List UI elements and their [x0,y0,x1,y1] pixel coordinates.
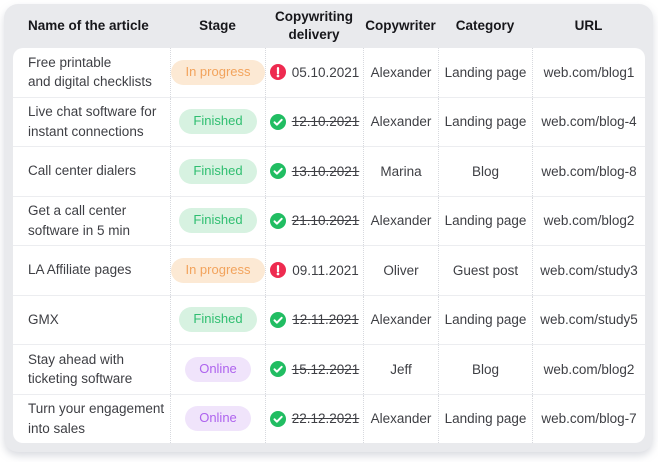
category-cell: Blog [438,345,532,394]
url-cell[interactable]: web.com/study5 [532,295,645,344]
stage-cell: Online [170,394,265,443]
table-row: Call center dialers Finished 13.10.2021 … [13,147,645,197]
table-row: LA Affiliate pages In progress 09.11.202… [13,246,645,296]
article-name-cell: Call center dialers [28,163,137,179]
article-name-cell: Live chat software for instant connectio… [28,104,157,139]
stage-cell: In progress [170,246,265,295]
check-icon [269,212,286,229]
stage-cell: Online [170,345,265,394]
copywriter-cell: Alexander [363,295,438,344]
article-name-cell: GMX [28,311,59,327]
column-header-copywriter: Copywriter [365,18,436,34]
alert-icon [270,262,287,279]
url-cell[interactable]: web.com/blog-7 [532,394,645,443]
delivery-cell: 09.11.2021 [265,246,363,295]
copywriter-cell: Alexander [363,48,438,97]
stage-badge: Finished [179,307,257,333]
url-cell[interactable]: web.com/blog-8 [532,147,645,196]
copywriter-cell: Oliver [363,246,438,295]
url-cell[interactable]: web.com/blog2 [532,196,645,245]
category-cell: Blog [438,147,532,196]
stage-badge: Online [185,406,251,432]
table-row: GMX Finished 12.11.2021 Alexander Landin… [13,295,645,345]
copywriter-cell: Marina [363,147,438,196]
delivery-date: 22.12.2021 [291,411,360,427]
article-name-cell: LA Affiliate pages [28,262,132,278]
delivery-date: 15.12.2021 [291,361,360,377]
category-cell: Landing page [438,295,532,344]
category-cell: Landing page [438,394,532,443]
stage-badge: Finished [179,109,257,135]
column-header-name: Name of the article [28,18,149,34]
stage-cell: Finished [170,97,265,146]
stage-cell: Finished [170,295,265,344]
category-cell: Landing page [438,48,532,97]
stage-cell: In progress [170,48,265,97]
column-header-stage: Stage [199,18,236,34]
table-row: Free printable and digital checklists In… [13,48,645,98]
column-header-category: Category [455,18,515,34]
table-row: Turn your engagement into sales Online 2… [13,394,645,443]
check-icon [269,163,286,180]
url-cell[interactable]: web.com/blog-4 [532,97,645,146]
article-name-cell: Get a call center software in 5 min [28,203,131,238]
delivery-date: 05.10.2021 [291,64,360,80]
delivery-date: 12.10.2021 [291,114,360,130]
stage-badge: In progress [171,257,265,283]
table-row: Stay ahead with ticketing software Onlin… [13,345,645,395]
delivery-date: 21.10.2021 [291,213,360,229]
table-body: Free printable and digital checklists In… [13,48,645,443]
delivery-cell: 21.10.2021 [265,196,363,245]
delivery-cell: 12.11.2021 [265,295,363,344]
table-row: Get a call center software in 5 min Fini… [13,196,645,246]
column-header-url: URL [574,18,603,34]
stage-cell: Finished [170,196,265,245]
check-icon [270,311,287,328]
delivery-cell: 15.12.2021 [265,345,363,394]
copywriter-cell: Alexander [363,97,438,146]
url-cell[interactable]: web.com/blog2 [532,345,645,394]
alert-icon [269,64,286,81]
check-icon [269,410,286,427]
stage-badge: Online [185,356,251,382]
table-header-row: Name of the article Stage Copywriting de… [13,4,645,48]
delivery-cell: 12.10.2021 [265,97,363,146]
copywriter-cell: Alexander [363,394,438,443]
url-cell[interactable]: web.com/study3 [532,246,645,295]
copywriter-cell: Alexander [363,196,438,245]
delivery-cell: 13.10.2021 [265,147,363,196]
category-cell: Landing page [438,97,532,146]
stage-badge: Finished [179,158,257,184]
delivery-cell: 05.10.2021 [265,48,363,97]
article-name-cell: Turn your engagement into sales [28,401,165,436]
delivery-cell: 22.12.2021 [265,394,363,443]
check-icon [269,113,286,130]
category-cell: Landing page [438,196,532,245]
category-cell: Guest post [438,246,532,295]
article-name-cell: Free printable and digital checklists [28,54,152,90]
table-row: Live chat software for instant connectio… [13,97,645,147]
check-icon [269,361,286,378]
content-plan-table-card: Name of the article Stage Copywriting de… [4,4,653,452]
delivery-date: 13.10.2021 [291,163,360,179]
stage-badge: Finished [179,208,257,234]
copywriter-cell: Jeff [363,345,438,394]
column-header-copywriting-delivery: Copywriting delivery [275,9,353,42]
delivery-date: 12.11.2021 [292,312,359,328]
article-name-cell: Stay ahead with ticketing software [28,351,133,387]
stage-cell: Finished [170,147,265,196]
delivery-date: 09.11.2021 [292,262,359,278]
stage-badge: In progress [171,59,265,85]
url-cell[interactable]: web.com/blog1 [532,48,645,97]
